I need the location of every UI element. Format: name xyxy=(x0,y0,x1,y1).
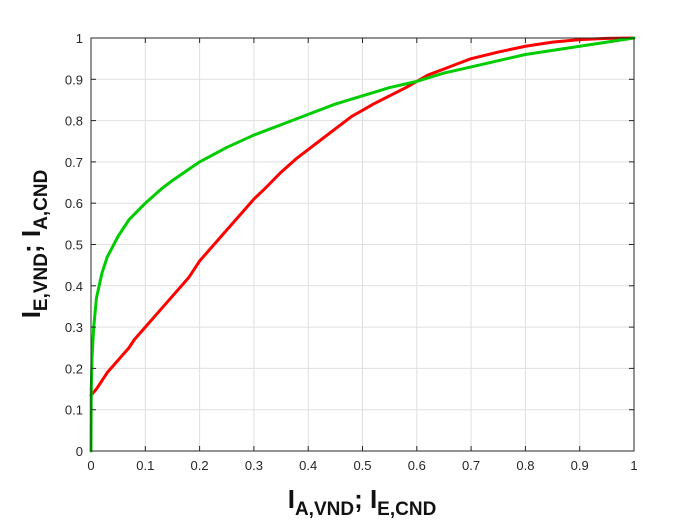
x-tick-label: 1 xyxy=(630,458,637,473)
x-tick-label: 0.8 xyxy=(516,458,534,473)
y-tick-label: 0 xyxy=(76,444,83,459)
y-tick-label: 0.5 xyxy=(65,238,83,253)
y-tick-label: 0.1 xyxy=(65,403,83,418)
x-axis-title-text: I xyxy=(288,484,295,514)
series-lines xyxy=(89,36,636,453)
x-axis-title-text: ; I xyxy=(354,484,377,514)
x-axis-title: IA,VND; IE,CND xyxy=(288,484,437,520)
x-tick-label: 0.7 xyxy=(462,458,480,473)
y-tick-label: 0.2 xyxy=(65,361,83,376)
y-axis-title: IE,VND; IA,CND xyxy=(16,170,52,319)
x-tick-label: 0.5 xyxy=(353,458,371,473)
x-axis-title-subscript: E,CND xyxy=(377,499,436,520)
x-axis-title-subscript: A,VND xyxy=(295,499,354,520)
x-tick-label: 0.6 xyxy=(408,458,426,473)
y-tick-label: 0.4 xyxy=(65,279,83,294)
axis-labels: 0 0.1 0.2 0.3 0.4 0.5 0.6 0.7 0.8 0.9 1 0 0.1 0.2 0.3 0… xyxy=(16,31,638,520)
x-tick-label: 0 xyxy=(87,458,94,473)
y-tick-label: 0.8 xyxy=(65,114,83,129)
x-tick-label: 0.9 xyxy=(571,458,589,473)
x-tick-label: 0.2 xyxy=(191,458,209,473)
y-tick-label: 0.9 xyxy=(65,72,83,87)
y-tick-label: 0.3 xyxy=(65,320,83,335)
y-tick-label: 0.6 xyxy=(65,196,83,211)
x-tick-label: 0.4 xyxy=(299,458,317,473)
series-line-1 xyxy=(89,36,636,397)
y-axis-title-subscript: E,VND xyxy=(31,253,52,311)
y-axis-title-text: ; I xyxy=(16,230,46,253)
y-tick-label: 1 xyxy=(76,31,83,46)
y-tick-label: 0.7 xyxy=(65,155,83,170)
x-tick-label: 0.1 xyxy=(136,458,154,473)
axis-ticks xyxy=(90,37,635,452)
series-line-2 xyxy=(89,36,636,453)
x-tick-label: 0.3 xyxy=(245,458,263,473)
y-axis-title-text: I xyxy=(16,311,46,318)
y-axis-title-subscript: A,CND xyxy=(31,170,52,230)
